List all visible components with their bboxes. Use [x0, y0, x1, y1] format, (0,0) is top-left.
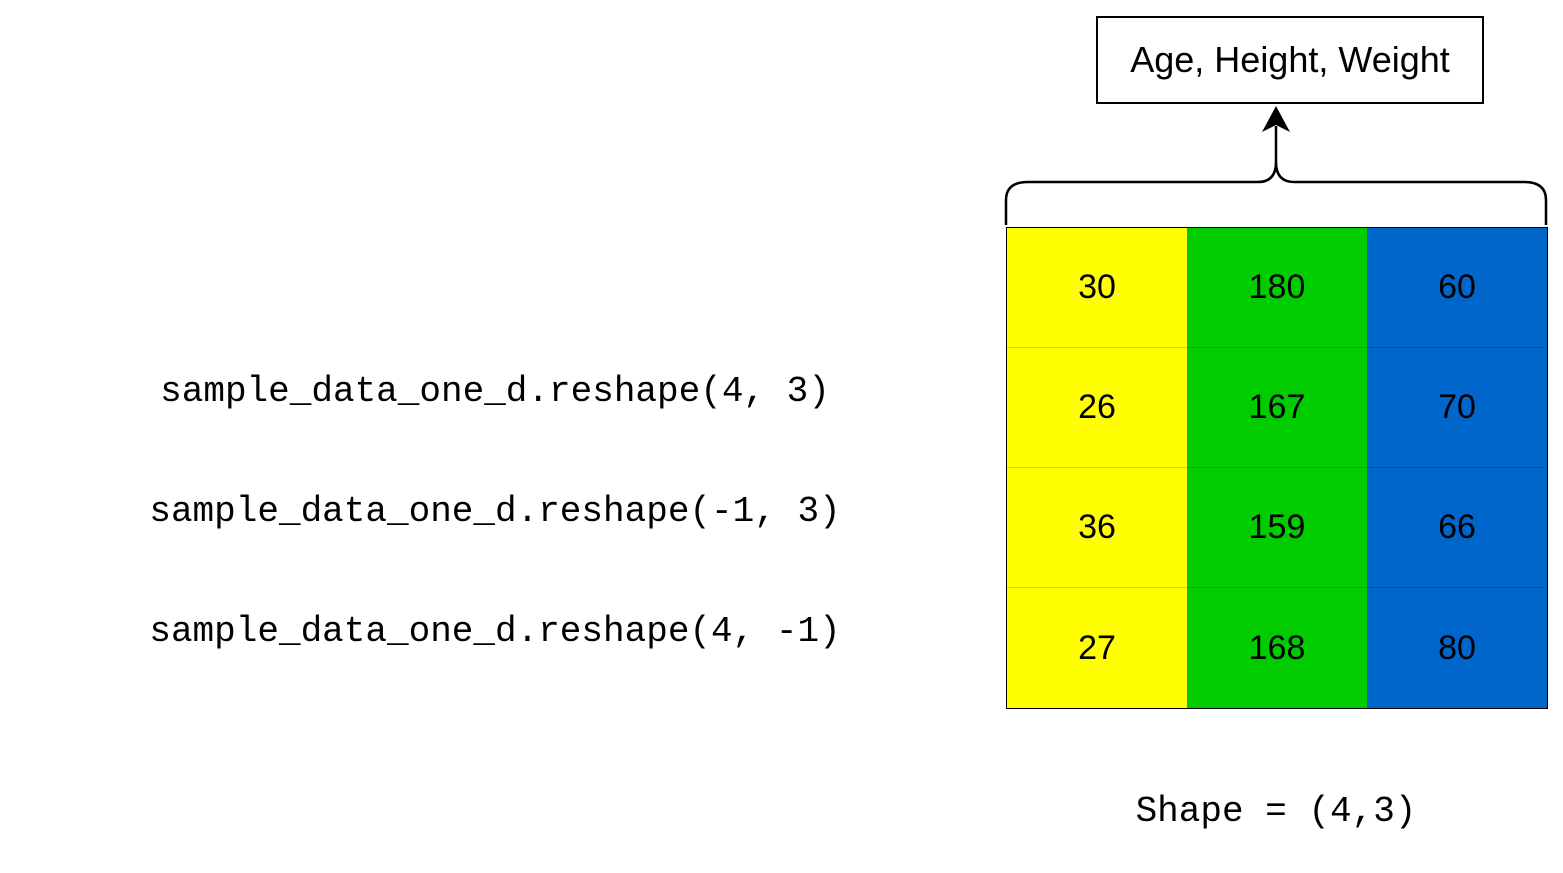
table-cell: 180 — [1187, 228, 1367, 348]
table-cell: 159 — [1187, 468, 1367, 588]
table-cell: 36 — [1007, 468, 1187, 588]
table-cell: 26 — [1007, 348, 1187, 468]
table-cell: 66 — [1367, 468, 1547, 588]
arrow-head-icon — [1262, 106, 1290, 132]
reshape-code-line-2: sample_data_one_d.reshape(-1, 3) — [149, 491, 841, 532]
table-cell: 60 — [1367, 228, 1547, 348]
curly-brace — [1004, 161, 1548, 225]
table-cell: 80 — [1367, 588, 1547, 708]
column-header-label-box: Age, Height, Weight — [1096, 16, 1484, 104]
column-header-label: Age, Height, Weight — [1130, 39, 1450, 80]
table-cell: 70 — [1367, 348, 1547, 468]
reshape-code-line-3: sample_data_one_d.reshape(4, -1) — [149, 611, 841, 652]
table-cell: 30 — [1007, 228, 1187, 348]
reshape-code-line-1: sample_data_one_d.reshape(4, 3) — [160, 371, 830, 412]
table-cell: 167 — [1187, 348, 1367, 468]
table-cell: 168 — [1187, 588, 1367, 708]
table-cell: 27 — [1007, 588, 1187, 708]
shape-caption: Shape = (4,3) — [1135, 791, 1417, 832]
data-table-grid: 30 180 60 26 167 70 36 159 66 27 168 80 — [1006, 227, 1548, 709]
